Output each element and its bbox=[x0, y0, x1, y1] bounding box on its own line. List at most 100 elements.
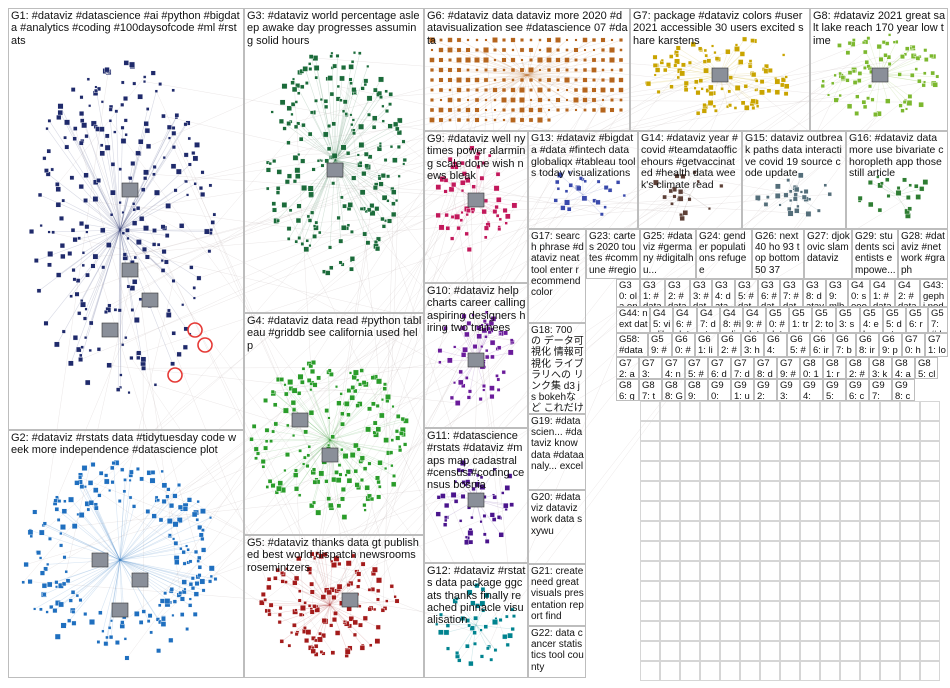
tiny-group-cell bbox=[700, 401, 720, 421]
tiny-group-cell bbox=[680, 541, 700, 561]
vertex bbox=[47, 262, 52, 268]
group-g28: G28: #dataviz #network #graph bbox=[898, 229, 948, 279]
vertex bbox=[84, 379, 91, 386]
small-group-label: G96: cov bbox=[849, 381, 865, 401]
vertex bbox=[200, 191, 206, 197]
tiny-group-cell bbox=[800, 421, 820, 441]
tiny-group-cell bbox=[840, 461, 860, 481]
cross-group-edge bbox=[294, 48, 908, 626]
vertex bbox=[187, 136, 192, 141]
vertex bbox=[167, 136, 172, 140]
tiny-group-cell bbox=[840, 601, 860, 621]
edge bbox=[85, 229, 121, 310]
tiny-group-cell bbox=[900, 521, 920, 541]
vertex bbox=[161, 249, 167, 255]
group-label-g24: G24: gender populations refugee bbox=[699, 231, 747, 276]
group-label-g23: G23: cartes 2020 toutes #commune #region bbox=[589, 231, 638, 278]
small-group-87: G87: ther bbox=[639, 379, 662, 401]
edge bbox=[106, 559, 121, 645]
edge bbox=[334, 159, 394, 215]
vertex bbox=[114, 109, 119, 114]
cross-group-edge bbox=[164, 382, 455, 502]
edge bbox=[298, 123, 336, 161]
tiny-group-cell bbox=[820, 481, 840, 501]
edge bbox=[314, 58, 336, 161]
edge bbox=[119, 189, 144, 231]
small-group-82: G82: #di bbox=[846, 357, 869, 379]
edge bbox=[60, 106, 121, 231]
vertex bbox=[79, 110, 85, 117]
edge bbox=[281, 121, 336, 161]
vertex bbox=[123, 118, 128, 123]
cross-group-edge bbox=[194, 183, 370, 590]
tiny-group-cell bbox=[860, 621, 880, 641]
edge bbox=[329, 439, 389, 454]
group-label-g4: G4: #dataviz data read #python tableau #… bbox=[247, 315, 422, 352]
vertex bbox=[72, 335, 79, 341]
tiny-group-cell bbox=[920, 481, 940, 501]
group-label-g21: G21: create need great visuals presentat… bbox=[531, 566, 584, 622]
edge bbox=[279, 604, 331, 623]
edge bbox=[494, 59, 528, 76]
edge bbox=[334, 119, 354, 161]
small-group-label: G49: #data #data bbox=[746, 309, 762, 332]
tiny-group-cell bbox=[820, 581, 840, 601]
edge bbox=[119, 517, 211, 561]
tiny-group-cell bbox=[840, 481, 860, 501]
cross-group-edge bbox=[185, 153, 367, 182]
small-group-78: G78: dat bbox=[754, 357, 777, 379]
tiny-group-cell bbox=[640, 501, 660, 521]
cross-group-edge bbox=[142, 363, 145, 612]
tiny-group-cell bbox=[920, 521, 940, 541]
small-group-label: G43: gephi nodex bbox=[923, 281, 945, 307]
edge bbox=[334, 143, 381, 161]
cross-group-edge bbox=[324, 211, 473, 462]
tiny-group-cell bbox=[720, 461, 740, 481]
vertex bbox=[154, 189, 160, 196]
tiny-group-cell bbox=[780, 461, 800, 481]
tiny-group-cell bbox=[880, 481, 900, 501]
tiny-group-cell bbox=[920, 641, 940, 661]
cross-group-edge bbox=[49, 231, 512, 341]
edge bbox=[95, 198, 121, 231]
group-g23: G23: cartes 2020 toutes #commune #region bbox=[586, 229, 640, 279]
tiny-group-cell bbox=[700, 641, 720, 661]
small-group-label: G66: iron bbox=[813, 335, 829, 356]
vertex bbox=[99, 126, 105, 133]
tiny-group-cell bbox=[920, 441, 940, 461]
edge bbox=[293, 79, 336, 161]
tiny-group-cell bbox=[820, 641, 840, 661]
vertex bbox=[119, 373, 123, 377]
edge bbox=[458, 39, 528, 76]
tiny-group-cell bbox=[840, 561, 860, 581]
vertex bbox=[210, 220, 215, 225]
small-group-label: G64: ... bbox=[767, 335, 780, 356]
edge bbox=[467, 74, 528, 121]
cross-group-edge bbox=[109, 39, 595, 306]
small-group-label: G68: irony bbox=[859, 335, 875, 356]
small-group-88: G88: G bbox=[662, 379, 685, 401]
cross-group-edge bbox=[311, 242, 369, 610]
edge bbox=[251, 438, 331, 441]
edge bbox=[526, 74, 586, 111]
vertex bbox=[125, 228, 130, 233]
tiny-group-cell bbox=[840, 641, 860, 661]
small-group-52: G52: tonig bbox=[812, 307, 836, 333]
vertex bbox=[196, 275, 202, 281]
small-group-51: G51: tren one bbox=[789, 307, 812, 333]
tiny-group-cell bbox=[720, 521, 740, 541]
group-label-g25: G25: #dataviz #germany #digitalhu... bbox=[643, 231, 694, 276]
tiny-group-cell bbox=[760, 461, 780, 481]
tiny-group-cell bbox=[820, 501, 840, 521]
vertex bbox=[143, 121, 149, 127]
cross-group-edge bbox=[80, 477, 475, 633]
cross-group-edge bbox=[160, 200, 556, 521]
cross-group-edge bbox=[294, 89, 312, 366]
vertex bbox=[81, 251, 86, 255]
edge bbox=[475, 624, 513, 630]
small-group-35: G35: #data #gis esri bbox=[735, 279, 758, 307]
tiny-group-cell bbox=[860, 601, 880, 621]
cross-group-edge bbox=[155, 384, 356, 446]
tiny-group-cell bbox=[680, 641, 700, 661]
edge bbox=[75, 229, 121, 240]
